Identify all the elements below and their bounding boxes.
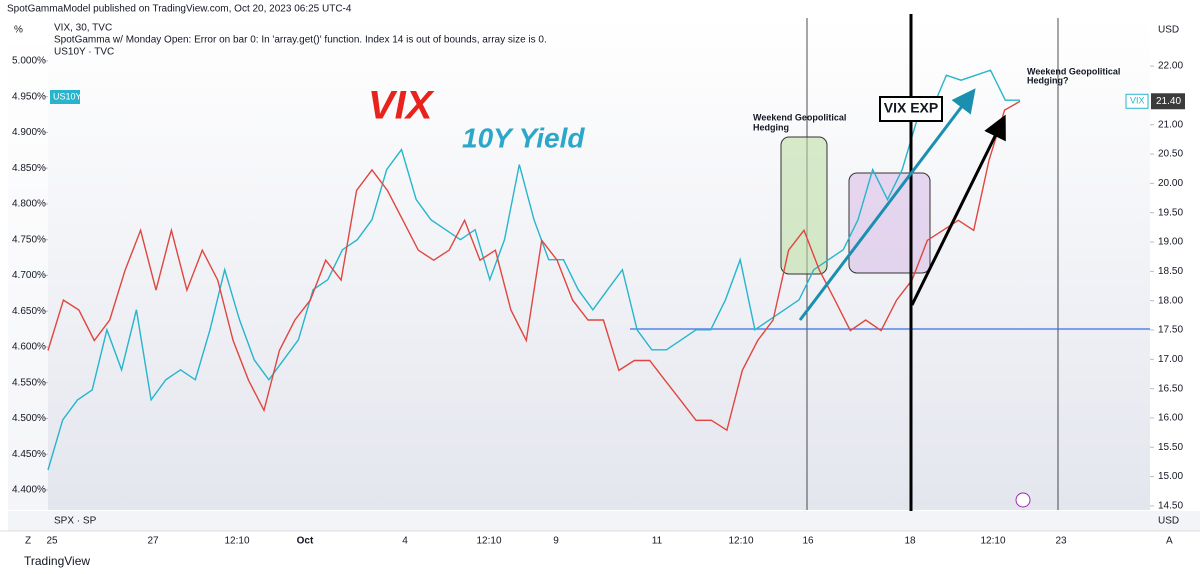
x-tick-label: 16	[802, 536, 814, 547]
y-tick-label: 4.450%	[12, 449, 46, 460]
legend-line: SpotGamma w/ Monday Open: Error on bar 0…	[54, 35, 547, 46]
legend-line: US10Y · TVC	[54, 47, 114, 58]
name-badge-text: US10Y	[53, 91, 82, 101]
x-tick-label: 4	[402, 536, 408, 547]
highlight-box	[780, 136, 828, 275]
annotation: Hedging	[753, 122, 789, 132]
header: SpotGammaModel published on TradingView.…	[7, 4, 352, 15]
annotation-box	[879, 96, 943, 122]
name-badge	[50, 90, 80, 104]
x-tick-label: 23	[1055, 536, 1067, 547]
x-tick-label: 25	[46, 536, 58, 547]
y-tick-label: 4.900%	[12, 127, 46, 138]
y-tick-label: 4.750%	[12, 234, 46, 245]
y2-tick-label: 18.00	[1158, 295, 1183, 306]
legend-line: VIX, 30, TVC	[54, 23, 112, 34]
arrow	[798, 88, 976, 321]
y-tick-label: 4.800%	[12, 199, 46, 210]
y-tick-label: 4.650%	[12, 306, 46, 317]
y2-tick-label: 16.00	[1158, 413, 1183, 424]
price-badge	[1151, 93, 1185, 110]
highlight-box	[848, 172, 931, 274]
y2-tick-label: 15.50	[1158, 442, 1183, 453]
plot-background	[8, 18, 1150, 510]
y-tick-label: 4.400%	[12, 485, 46, 496]
y2-tick-label: 14.50	[1158, 501, 1183, 512]
y-tick-label: 4.850%	[12, 163, 46, 174]
y2-tick-label: 17.50	[1158, 325, 1183, 336]
x-tick-label: 27	[147, 536, 159, 547]
series-line	[47, 69, 1020, 471]
y2-tick-label: 20.50	[1158, 149, 1183, 160]
series-line	[47, 100, 1021, 432]
annotation: Weekend Geopolitical	[1027, 66, 1120, 76]
right-axis	[1150, 18, 1200, 510]
y2-tick-label: 18.50	[1158, 266, 1183, 277]
y-tick-label: 4.500%	[12, 413, 46, 424]
y2-tick-label: 19.00	[1158, 237, 1183, 248]
lower-pane	[8, 511, 1200, 531]
y-tick-label: 4.550%	[12, 377, 46, 388]
annotation: 10Y Yield	[462, 122, 585, 153]
annotation: VIX	[368, 84, 435, 128]
x-tick-label: Oct	[297, 536, 314, 547]
price-label: 21.40	[1156, 96, 1181, 107]
annotation: Hedging?	[1027, 75, 1069, 85]
y2-tick-label: 19.50	[1158, 207, 1183, 218]
footer: TradingView	[24, 554, 90, 568]
x-tick-label: 9	[553, 536, 559, 547]
x-tick-label: 11	[652, 536, 663, 547]
alert-icon[interactable]	[1015, 492, 1031, 508]
y2-tick-label: 22.00	[1158, 61, 1183, 72]
y-tick-label: 5.000%	[12, 56, 46, 67]
corner[interactable]: A	[1166, 536, 1173, 547]
x-tick-label: 12:10	[476, 536, 501, 547]
lower-pane-unit: USD	[1158, 516, 1179, 527]
lower-pane-label: SPX · SP	[54, 516, 97, 527]
y2-tick-label: 16.50	[1158, 383, 1183, 394]
corner[interactable]: Z	[25, 536, 31, 547]
y2-tick-label: 15.00	[1158, 471, 1183, 482]
y2-tick-label: 17.00	[1158, 354, 1183, 365]
y-tick-label: 4.700%	[12, 270, 46, 281]
right-unit: USD	[1158, 25, 1179, 36]
arrow	[910, 114, 1006, 306]
x-tick-label: 12:10	[980, 536, 1005, 547]
left-unit: %	[14, 25, 23, 36]
y2-tick-label: 21.00	[1158, 119, 1183, 130]
name-badge	[1125, 93, 1149, 109]
annotation: Weekend Geopolitical	[753, 112, 846, 122]
y2-tick-label: 20.00	[1158, 178, 1183, 189]
left-axis	[8, 18, 48, 510]
annotation: VIX EXP	[884, 100, 938, 116]
x-tick-label: 18	[904, 536, 916, 547]
y-tick-label: 4.950%	[12, 91, 46, 102]
name-badge-text: VIX	[1130, 96, 1145, 106]
x-tick-label: 12:10	[728, 536, 753, 547]
y-tick-label: 4.600%	[12, 342, 46, 353]
x-tick-label: 12:10	[224, 536, 249, 547]
